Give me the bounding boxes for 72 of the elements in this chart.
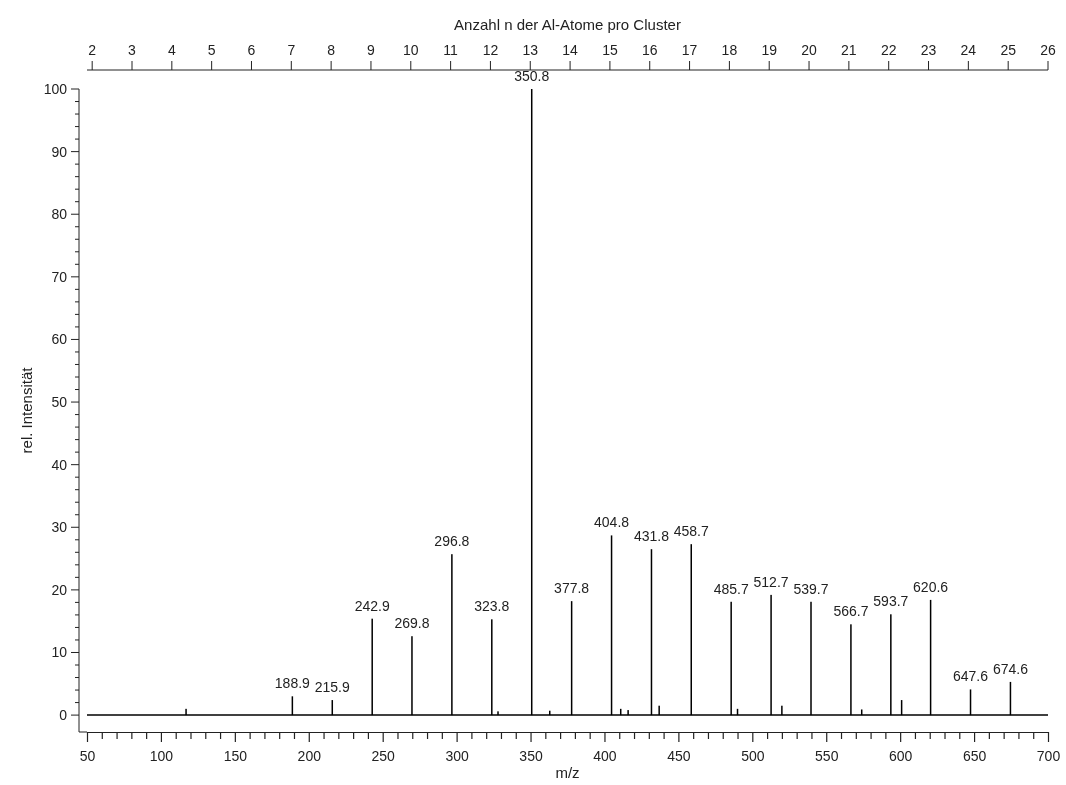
annotation: 674.6 — [992, 660, 1029, 677]
annotation: 647.6 — [953, 668, 989, 685]
x2-tick-label: 11 — [443, 42, 459, 58]
annotation: 404.8 — [594, 514, 630, 531]
x-tick-label: 500 — [741, 747, 765, 764]
y-axis-title: rel. Intensität — [18, 366, 35, 454]
x-tick-label: 50 — [79, 747, 96, 764]
x2-tick-label: 16 — [641, 42, 658, 58]
x-tick-label: 200 — [297, 747, 322, 764]
x2-tick-label: 22 — [880, 42, 897, 58]
annotation: 512.7 — [753, 573, 789, 590]
annotation: 620.6 — [913, 578, 949, 595]
x2-tick-label: 21 — [841, 42, 857, 58]
annotation: 296.8 — [434, 533, 470, 550]
annotation: 242.9 — [354, 597, 390, 614]
annotation: 539.7 — [793, 580, 829, 597]
x2-axis-title: Anzahl n der Al-Atome pro Cluster — [454, 16, 681, 33]
annotation: 215.9 — [314, 679, 350, 696]
x2-tick-label: 26 — [1040, 42, 1056, 58]
x2-tick-label: 4 — [167, 42, 176, 58]
x-tick-label: 700 — [1036, 747, 1061, 764]
x2-tick-label: 15 — [602, 42, 618, 58]
x-tick-label: 400 — [593, 747, 617, 764]
x2-tick-label: 7 — [287, 42, 296, 58]
y-tick-label: 90 — [51, 143, 68, 160]
annotation: 566.7 — [833, 603, 869, 620]
x-tick-label: 300 — [445, 747, 470, 764]
x2-tick-label: 9 — [367, 42, 376, 58]
annotation: 323.8 — [474, 598, 510, 615]
x2-tick-label: 23 — [920, 42, 937, 58]
x2-tick-label: 20 — [801, 42, 818, 58]
x-tick-label: 600 — [888, 747, 913, 764]
annotation: 431.8 — [633, 528, 670, 545]
y-tick-label: 40 — [51, 456, 68, 473]
annotation: 269.8 — [394, 615, 430, 632]
annotation: 458.7 — [673, 523, 709, 540]
x2-tick-label: 8 — [327, 42, 336, 58]
x-tick-label: 650 — [962, 747, 987, 764]
x2-tick-label: 5 — [207, 42, 216, 58]
x-tick-label: 450 — [667, 747, 691, 764]
x-tick-label: 100 — [149, 747, 174, 764]
x2-tick-label: 25 — [1000, 42, 1017, 58]
annotation: 593.7 — [873, 593, 909, 610]
x-tick-label: 150 — [223, 747, 248, 764]
annotation: 350.8 — [514, 68, 550, 84]
x2-tick-label: 6 — [247, 42, 256, 58]
annotation: 188.9 — [274, 675, 311, 692]
x-tick-label: 250 — [371, 747, 396, 764]
x2-tick-label: 10 — [403, 42, 419, 58]
annotation: 485.7 — [713, 580, 749, 597]
x2-tick-label: 19 — [761, 42, 778, 58]
x-axis-title: m/z — [555, 764, 580, 781]
y-tick-label: 70 — [51, 268, 68, 285]
x2-tick-label: 12 — [482, 42, 499, 58]
x2-tick-label: 17 — [681, 42, 698, 58]
y-tick-label: 30 — [51, 519, 68, 536]
x2-tick-label: 24 — [960, 42, 977, 58]
y-tick-label: 20 — [51, 581, 68, 598]
y-tick-label: 50 — [51, 394, 68, 411]
y-tick-label: 80 — [51, 206, 68, 223]
x2-tick-label: 18 — [721, 42, 738, 58]
x2-tick-label: 3 — [128, 42, 137, 58]
y-tick-label: 100 — [43, 81, 68, 97]
y-tick-label: 0 — [59, 707, 68, 724]
x-tick-label: 350 — [519, 747, 543, 764]
y-tick-label: 10 — [51, 644, 68, 661]
y-tick-label: 60 — [51, 331, 68, 348]
x2-tick-label: 14 — [562, 42, 579, 58]
x2-tick-label: 2 — [88, 42, 97, 58]
x2-tick-label: 13 — [522, 42, 539, 58]
x-tick-label: 550 — [815, 747, 839, 764]
annotation: 377.8 — [554, 580, 590, 597]
